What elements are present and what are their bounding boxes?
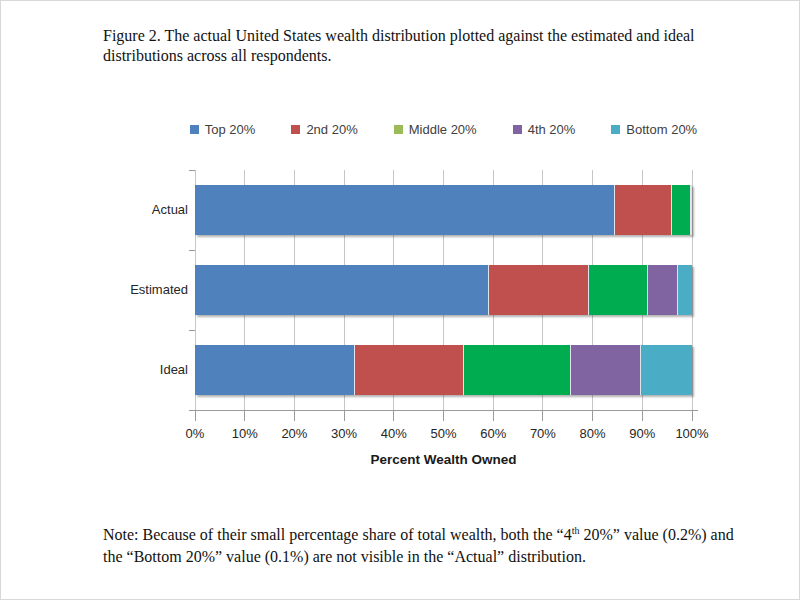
note-text-start: Note: Because of their small percentage …: [103, 526, 572, 543]
plot-area: [195, 170, 692, 410]
stacked-bar-ideal: [195, 345, 692, 395]
legend-item-middle-20: Middle 20%: [394, 122, 477, 137]
x-axis-line: [192, 410, 698, 411]
x-tick-mark: [443, 410, 444, 421]
x-tick-label: 60%: [468, 426, 518, 441]
chart-legend: Top 20% 2nd 20% Middle 20% 4th 20% Bottom 20…: [155, 122, 732, 137]
stacked-bar-estimated: [195, 265, 692, 315]
x-tick-label: 90%: [617, 426, 667, 441]
bar-segment-actual-top-20: [195, 185, 614, 235]
bar-segment-estimated-4th-20: [647, 265, 677, 315]
x-tick-label: 10%: [220, 426, 270, 441]
category-label-estimated: Estimated: [90, 282, 188, 297]
x-tick-mark: [393, 410, 394, 421]
x-tick-mark: [592, 410, 593, 421]
stacked-bar-actual: [195, 185, 692, 235]
legend-label: Top 20%: [205, 122, 256, 137]
figure-note: Note: Because of their small percentage …: [103, 524, 748, 568]
bar-segment-actual-bottom-20: [691, 185, 692, 235]
bar-segment-estimated-2nd-20: [488, 265, 587, 315]
legend-item-top-20: Top 20%: [190, 122, 256, 137]
x-tick-mark: [542, 410, 543, 421]
bar-segment-ideal-2nd-20: [354, 345, 463, 395]
x-tick-label: 0%: [170, 426, 220, 441]
legend-swatch-bottom-20: [611, 125, 620, 134]
y-tick-mark: [189, 410, 195, 411]
bar-segment-ideal-4th-20: [570, 345, 640, 395]
bar-segment-ideal-bottom-20: [640, 345, 692, 395]
x-tick-mark: [195, 410, 196, 421]
x-tick-label: 40%: [369, 426, 419, 441]
document-page: Figure 2. The actual United States wealt…: [0, 0, 800, 600]
note-superscript: th: [572, 525, 580, 536]
x-tick-label: 80%: [568, 426, 618, 441]
y-tick-mark: [189, 330, 195, 331]
x-tick-mark: [692, 410, 693, 421]
legend-label: 2nd 20%: [306, 122, 357, 137]
category-axis-labels: Actual Estimated Ideal: [90, 170, 188, 410]
bar-segment-estimated-top-20: [195, 265, 488, 315]
legend-label: 4th 20%: [528, 122, 576, 137]
x-tick-mark: [493, 410, 494, 421]
legend-item-4th-20: 4th 20%: [513, 122, 576, 137]
x-tick-mark: [642, 410, 643, 421]
x-axis-title: Percent Wealth Owned: [195, 452, 692, 467]
category-label-actual: Actual: [90, 202, 188, 217]
x-tick-label: 70%: [518, 426, 568, 441]
y-tick-mark: [189, 250, 195, 251]
x-tick-mark: [344, 410, 345, 421]
legend-swatch-middle-20: [394, 125, 403, 134]
x-tick-label: 100%: [667, 426, 717, 441]
legend-swatch-4th-20: [513, 125, 522, 134]
bar-segment-ideal-middle-20: [463, 345, 570, 395]
legend-label: Bottom 20%: [626, 122, 697, 137]
x-axis-tick-labels: 0%10%20%30%40%50%60%70%80%90%100%: [195, 426, 692, 442]
legend-swatch-2nd-20: [291, 125, 300, 134]
bar-segment-ideal-top-20: [195, 345, 354, 395]
x-tick-label: 30%: [319, 426, 369, 441]
x-tick-mark: [294, 410, 295, 421]
x-tick-label: 50%: [419, 426, 469, 441]
legend-item-bottom-20: Bottom 20%: [611, 122, 697, 137]
x-tick-label: 20%: [269, 426, 319, 441]
legend-item-2nd-20: 2nd 20%: [291, 122, 357, 137]
bar-segment-actual-2nd-20: [614, 185, 670, 235]
bar-segment-estimated-bottom-20: [677, 265, 692, 315]
y-tick-mark: [189, 170, 195, 171]
bar-segment-actual-middle-20: [671, 185, 690, 235]
category-label-ideal: Ideal: [90, 362, 188, 377]
legend-swatch-top-20: [190, 125, 199, 134]
figure-caption: Figure 2. The actual United States wealt…: [103, 26, 733, 66]
bar-segment-estimated-middle-20: [588, 265, 648, 315]
x-tick-mark: [244, 410, 245, 421]
legend-label: Middle 20%: [409, 122, 477, 137]
